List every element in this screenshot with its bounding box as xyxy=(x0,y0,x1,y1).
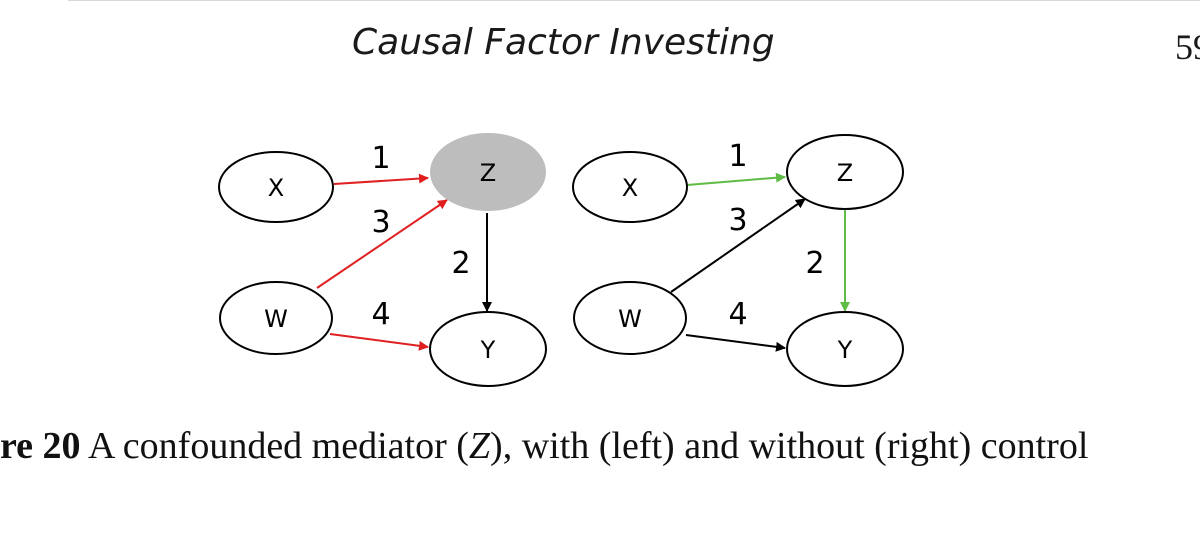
right-panel: X Z W Y 1 3 2 4 xyxy=(572,134,904,387)
left-edge-label-4: 4 xyxy=(371,297,390,332)
right-node-y: Y xyxy=(786,311,904,387)
left-node-w-label: W xyxy=(264,305,288,333)
causal-diagram-figure: X Z W Y 1 3 2 4 X Z xyxy=(218,133,904,387)
right-edge-w-z xyxy=(670,198,806,293)
right-edge-label-2: 2 xyxy=(805,246,824,281)
caption-text-before: A confounded mediator ( xyxy=(80,425,469,467)
left-panel: X Z W Y 1 3 2 4 xyxy=(218,133,547,387)
right-node-x: X xyxy=(572,151,688,223)
top-rule xyxy=(68,0,1200,5)
left-edge-w-y xyxy=(329,333,429,351)
right-edge-w-y xyxy=(685,334,786,352)
right-edge-label-3: 3 xyxy=(728,203,747,238)
right-node-y-label: Y xyxy=(837,336,853,364)
right-node-w: W xyxy=(573,281,687,355)
right-edge-x-z xyxy=(686,172,786,186)
right-node-z-label: Z xyxy=(837,159,853,187)
running-title: Causal Factor Investing xyxy=(352,22,775,63)
left-node-z-label: Z xyxy=(480,159,496,187)
left-node-z-controlled: Z xyxy=(430,133,546,211)
page-number: 59 xyxy=(1175,27,1200,67)
right-node-x-label: X xyxy=(622,174,638,202)
left-node-x-label: X xyxy=(268,174,284,202)
left-edge-w-z xyxy=(316,199,448,289)
right-node-w-label: W xyxy=(618,305,642,333)
left-edge-label-3: 3 xyxy=(371,205,390,240)
left-node-x: X xyxy=(218,151,334,223)
figure-label: re 20 xyxy=(0,425,81,467)
left-edge-x-z xyxy=(333,173,429,185)
left-edge-label-2: 2 xyxy=(451,246,470,281)
left-node-w: W xyxy=(219,281,333,355)
left-node-y-label: Y xyxy=(480,336,496,364)
right-edge-label-4: 4 xyxy=(728,297,747,332)
right-edge-label-1: 1 xyxy=(728,139,747,174)
caption-text-after: ), with (left) and without (right) contr… xyxy=(490,425,1089,467)
left-edge-label-1: 1 xyxy=(371,141,390,176)
figure-caption: re 20 A confounded mediator (Z), with (l… xyxy=(0,424,1088,468)
caption-variable: Z xyxy=(468,425,491,467)
right-node-z: Z xyxy=(786,134,904,210)
left-node-y: Y xyxy=(429,311,547,387)
